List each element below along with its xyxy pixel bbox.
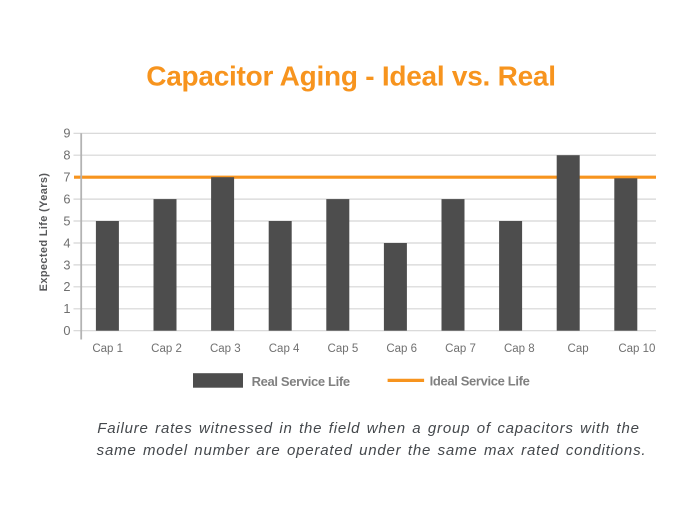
svg-text:5: 5 <box>63 213 70 228</box>
svg-text:7: 7 <box>63 170 70 185</box>
svg-text:Cap 8: Cap 8 <box>504 343 535 355</box>
svg-text:Cap 10: Cap 10 <box>618 343 655 355</box>
svg-text:Capacitor Aging - Ideal vs. Re: Capacitor Aging - Ideal vs. Real <box>146 61 556 92</box>
svg-text:Cap: Cap <box>568 343 589 355</box>
svg-text:Cap 5: Cap 5 <box>328 343 359 355</box>
svg-text:2: 2 <box>63 279 70 294</box>
svg-text:Cap 4: Cap 4 <box>269 343 300 355</box>
svg-text:9: 9 <box>63 126 70 141</box>
svg-text:Real Service Life: Real Service Life <box>252 374 350 389</box>
svg-text:Cap 3: Cap 3 <box>210 343 241 355</box>
svg-text:3: 3 <box>63 257 70 272</box>
svg-text:Expected Life (Years): Expected Life (Years) <box>38 173 50 292</box>
svg-text:8: 8 <box>63 148 70 163</box>
svg-text:0: 0 <box>63 323 70 338</box>
svg-text:Cap 7: Cap 7 <box>445 343 476 355</box>
svg-text:1: 1 <box>63 301 70 316</box>
svg-text:Cap 1: Cap 1 <box>92 343 123 355</box>
svg-text:4: 4 <box>63 235 70 250</box>
svg-text:Failure rates witnessed in the: Failure rates witnessed in the field whe… <box>97 420 640 437</box>
svg-text:6: 6 <box>63 192 70 207</box>
svg-text:Cap 6: Cap 6 <box>386 343 417 355</box>
svg-text:same model number are operated: same model number are operated under the… <box>97 442 647 459</box>
svg-text:Ideal Service Life: Ideal Service Life <box>430 373 530 388</box>
svg-text:Cap 2: Cap 2 <box>151 343 182 355</box>
